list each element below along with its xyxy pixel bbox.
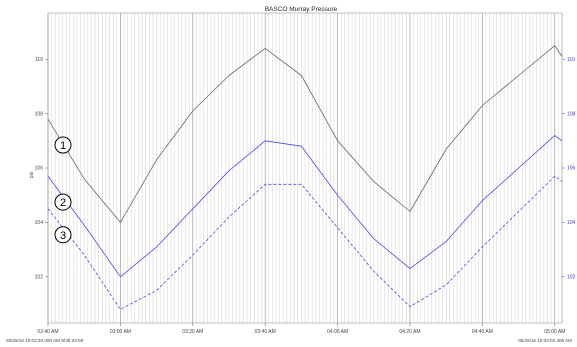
series-badge-circle [54, 136, 72, 154]
series-badge-label: 3 [60, 230, 66, 242]
x-tick-label: 03:20 AM [182, 329, 203, 335]
footer-end-time: 05/29/16 10:02:02.306 AM [518, 338, 572, 343]
y-axis-label: psi [29, 172, 35, 178]
y-tick-label-left: 104 [35, 220, 44, 226]
series-line-2 [47, 134, 563, 278]
series-badge-label: 1 [60, 140, 66, 152]
x-tick-label: 03:00 AM [110, 329, 131, 335]
y-tick-label-right: 104 [567, 220, 576, 226]
series-line-3 [47, 175, 563, 310]
chart-title: BASCO Murray Pressure [265, 6, 338, 13]
y-tick-label-right: 108 [567, 111, 576, 117]
grid-layer [47, 13, 563, 323]
series-layer [47, 45, 563, 310]
y-tick-label-right: 106 [567, 166, 576, 172]
y-tick-label-left: 106 [35, 166, 44, 172]
x-tick-label: 04:40 AM [472, 329, 493, 335]
y-tick-label-left: 110 [35, 57, 43, 63]
badge-layer: 1 2 3 [54, 136, 72, 244]
x-tick-label: 04:00 AM [327, 329, 348, 335]
x-tick-label: 03:40 AM [255, 329, 276, 335]
series-badge-circle [54, 226, 72, 244]
series-badge-label: 2 [60, 197, 66, 209]
x-tick-label: 02:40 AM [37, 329, 58, 335]
footer-start-time: 03/29/16 10:02:30.000 AM Shift 04:08 [6, 338, 84, 343]
y-tick-label-left: 102 [35, 274, 44, 280]
y-tick-label-left: 108 [35, 111, 44, 117]
x-tick-label: 04:20 AM [399, 329, 420, 335]
x-tick-label: 05:00 AM [544, 329, 565, 335]
series-badge-circle [54, 193, 72, 211]
tick-layer: 102 104 106 108 110 102 104 106 108 110 02:40 AM 03… [35, 57, 576, 335]
y-tick-label-right: 102 [567, 274, 576, 280]
y-tick-label-right: 110 [567, 57, 575, 63]
series-line-1 [47, 45, 563, 223]
